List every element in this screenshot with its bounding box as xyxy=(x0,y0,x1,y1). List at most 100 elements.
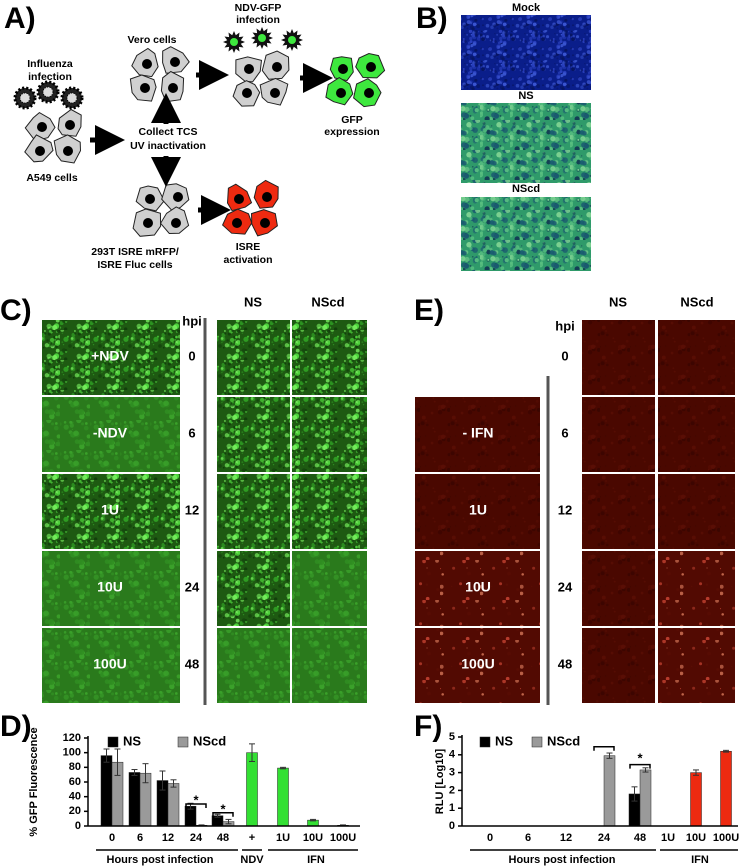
x-tick-label: 24 xyxy=(598,832,611,844)
legend-label: NS xyxy=(495,733,513,748)
x-tick-label: 100U xyxy=(713,832,739,844)
bar xyxy=(246,752,258,827)
error-bar xyxy=(103,748,110,763)
nucleus xyxy=(35,146,45,156)
row-label: 1U xyxy=(101,502,119,518)
micrograph xyxy=(658,474,735,549)
bar xyxy=(128,772,141,827)
x-tick-label: 0 xyxy=(487,832,493,844)
nucleus xyxy=(37,122,47,132)
y-tick-label: 2 xyxy=(449,784,455,796)
hpi-value: 0 xyxy=(188,348,195,363)
diagram-text: ISRE xyxy=(236,241,261,253)
error-bar xyxy=(280,766,286,770)
x-tick-label: 48 xyxy=(217,832,229,844)
micrograph xyxy=(582,628,655,703)
column-label: NS xyxy=(244,294,262,309)
x-tick-label: 24 xyxy=(190,832,203,844)
micrograph xyxy=(42,320,180,395)
y-tick-label: 5 xyxy=(449,731,455,743)
virus-core xyxy=(288,36,296,44)
error-bar xyxy=(131,769,138,776)
nucleus xyxy=(140,83,150,93)
y-axis-label: RLU [Log10] xyxy=(434,748,446,814)
micrograph xyxy=(292,551,367,626)
diagram-text: Collect TCS xyxy=(139,126,198,138)
row-label: +NDV xyxy=(91,348,129,364)
micrograph xyxy=(582,397,655,472)
hpi-value: 48 xyxy=(185,656,199,671)
hpi-value: 6 xyxy=(188,425,195,440)
image-label: NS xyxy=(518,90,533,102)
hpi-label: hpi xyxy=(555,318,575,333)
y-tick-label: 60 xyxy=(69,776,81,788)
virus-core xyxy=(258,34,266,42)
image-label: Mock xyxy=(512,2,541,14)
nucleus xyxy=(173,192,183,202)
diagram-text: Vero cells xyxy=(127,34,176,46)
error-bar xyxy=(142,763,149,784)
bar xyxy=(639,769,652,827)
y-tick-label: 40 xyxy=(69,791,81,803)
error-bar xyxy=(631,786,638,802)
hpi-value: 24 xyxy=(558,579,573,594)
y-tick-label: 120 xyxy=(63,732,81,744)
x-tick-label: + xyxy=(249,832,255,844)
y-axis-label: % GFP Fluorescence xyxy=(28,727,40,836)
row-label: 100U xyxy=(461,656,494,672)
micrograph xyxy=(658,397,735,472)
significance-star: * xyxy=(637,751,643,766)
y-tick-label: 4 xyxy=(449,749,456,761)
x-tick-label: 100U xyxy=(330,832,356,844)
legend-swatch xyxy=(531,736,543,748)
diagram-text: A549 cells xyxy=(26,172,78,184)
x-tick-label: 12 xyxy=(162,832,174,844)
micrograph xyxy=(292,397,367,472)
micrograph xyxy=(582,320,655,395)
diagram-text: NDV-GFP xyxy=(235,2,282,14)
nucleus xyxy=(234,194,244,204)
row-label: 100U xyxy=(93,656,126,672)
legend-swatch xyxy=(107,736,119,748)
row-label: 10U xyxy=(465,579,491,595)
x-tick-label: 10U xyxy=(686,832,706,844)
significance-bracket xyxy=(629,763,651,769)
diagram-text: ISRE Fluc cells xyxy=(97,259,172,271)
legend-label: NScd xyxy=(547,733,580,748)
bar xyxy=(720,750,732,827)
diagram-text: activation xyxy=(223,254,272,266)
y-tick-label: 3 xyxy=(449,767,455,779)
diagram-text: UV inactivation xyxy=(130,140,206,152)
nucleus xyxy=(260,218,270,228)
nucleus xyxy=(244,64,254,74)
layer xyxy=(13,15,735,703)
image-label: NScd xyxy=(512,183,540,195)
error-bar xyxy=(214,813,221,818)
significance-bracket xyxy=(593,746,615,751)
hpi-value: 12 xyxy=(185,502,199,517)
nucleus xyxy=(145,194,155,204)
error-bar xyxy=(114,748,121,776)
micrograph xyxy=(415,397,540,472)
nucleus xyxy=(242,88,252,98)
micrograph xyxy=(217,397,290,472)
nucleus xyxy=(338,64,348,74)
micrograph xyxy=(217,474,290,549)
micrograph xyxy=(217,320,290,395)
hpi-label: hpi xyxy=(182,313,202,328)
row-label: -NDV xyxy=(93,425,128,441)
virus-core xyxy=(42,86,54,98)
bar xyxy=(603,755,616,827)
nucleus xyxy=(366,62,376,72)
micrograph xyxy=(42,551,180,626)
x-tick-label: 10U xyxy=(303,832,323,844)
error-bar xyxy=(159,770,166,791)
error-bar xyxy=(249,743,255,762)
panel-label: F) xyxy=(414,710,442,743)
micrograph xyxy=(582,474,655,549)
x-tick-label: 1U xyxy=(661,832,675,844)
row-label: - IFN xyxy=(462,425,493,441)
error-bar xyxy=(693,769,699,776)
hpi-value: 48 xyxy=(558,656,572,671)
